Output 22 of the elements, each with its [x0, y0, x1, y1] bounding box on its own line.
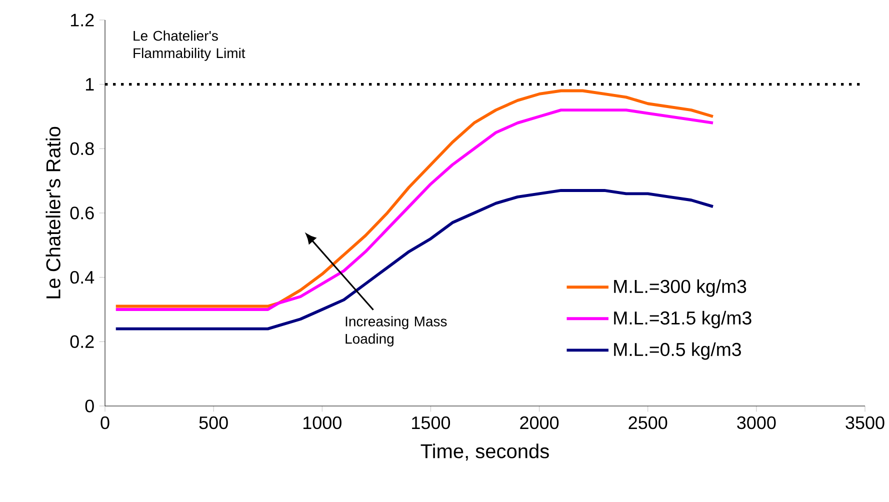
- x-tick-label: 3500: [846, 416, 884, 430]
- y-tick-label: 0.4: [70, 270, 94, 284]
- ref-line-label: Le Chatelier's Flammability Limit: [134, 30, 246, 61]
- y-tick-label: 0: [85, 400, 94, 412]
- legend-label: M.L.=300 kg/m3: [614, 279, 746, 297]
- y-axis-title: Le Chatelier's Ratio: [46, 126, 60, 298]
- y-tick-label: 0.2: [70, 335, 94, 348]
- x-tick-label: 0: [100, 416, 110, 430]
- legend-label: M.L.=31.5 kg/m3: [614, 310, 752, 328]
- x-tick-label: 1000: [304, 416, 342, 430]
- y-tick-label: 1: [86, 78, 94, 91]
- x-tick-label: 1500: [412, 416, 450, 430]
- x-tick-label: 3000: [737, 416, 776, 430]
- y-tick-label: 0.6: [70, 206, 94, 220]
- annotation: Increasing Mass Loading: [346, 316, 447, 347]
- legend-label: M.L.=0.5 kg/m3: [614, 342, 741, 360]
- y-tick-label: 0.8: [70, 142, 94, 156]
- x-tick-label: 500: [199, 416, 228, 430]
- x-axis-title: Time, seconds: [420, 444, 549, 461]
- y-tick-label: 1.2: [70, 14, 94, 26]
- x-tick-label: 2500: [628, 416, 668, 430]
- x-tick-label: 2000: [520, 416, 559, 430]
